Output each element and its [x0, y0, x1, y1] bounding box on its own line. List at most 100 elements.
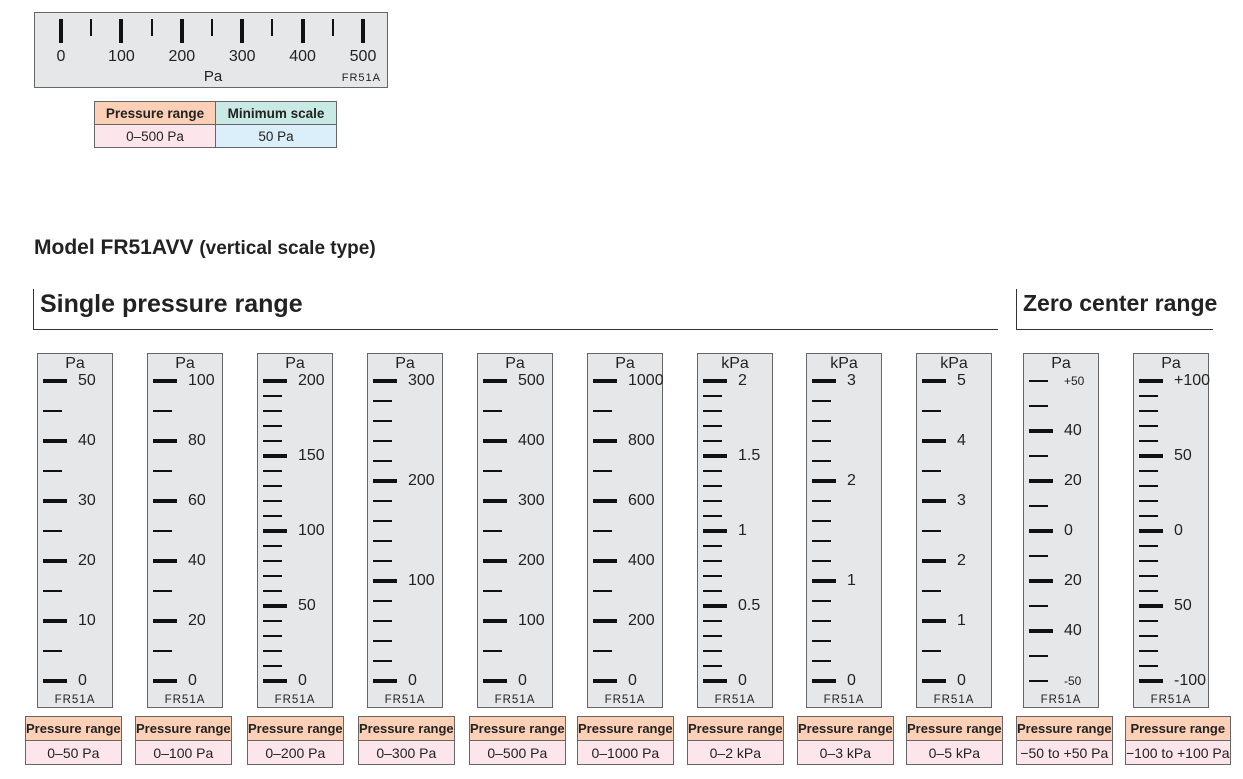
tick-label: 5	[957, 372, 966, 389]
tick-label: -100	[1174, 672, 1207, 689]
major-tick	[263, 379, 287, 383]
vertical-scale: Pa FR51A 200 150 100 50 0	[257, 353, 333, 708]
minor-tick	[922, 530, 941, 532]
minor-tick	[812, 520, 831, 522]
minor-tick	[703, 575, 722, 577]
tick-label: 40	[1064, 622, 1082, 639]
minor-tick	[812, 660, 831, 662]
model-title: Model FR51AVV (vertical scale type)	[34, 236, 376, 260]
minor-tick	[703, 650, 722, 652]
pressure-range-table: Pressure range 0–500 Pa	[469, 716, 566, 765]
tick-label: 0	[78, 672, 87, 689]
header-pressure-range: Pressure range	[135, 716, 232, 741]
major-tick	[1029, 529, 1053, 533]
header-pressure-range: Pressure range	[1016, 716, 1113, 741]
header-pressure-range: Pressure range	[25, 716, 122, 741]
major-tick	[703, 604, 727, 608]
tick-label: 1000	[628, 372, 664, 389]
tick-label: 50	[78, 372, 96, 389]
major-tick	[922, 679, 946, 683]
tick-label: 200	[298, 372, 325, 389]
minor-tick	[263, 410, 282, 412]
scale-unit: kPa	[940, 355, 968, 372]
minor-tick	[812, 640, 831, 642]
major-tick	[922, 619, 946, 623]
tick-label: 400	[518, 432, 545, 449]
vertical-scale: Pa FR51A +50 40 20 0 20 40 -50	[1023, 353, 1099, 708]
tick-label: 500	[349, 48, 377, 65]
minor-tick	[373, 460, 392, 462]
minor-tick	[263, 395, 282, 397]
header-pressure-range: Pressure range	[906, 716, 1003, 741]
pressure-range-table: Pressure range 0–200 Pa	[247, 716, 344, 765]
major-tick	[153, 439, 177, 443]
header-minimum-scale: Minimum scale	[215, 101, 337, 125]
minor-tick	[812, 420, 831, 422]
minor-tick	[703, 440, 722, 442]
major-tick	[43, 559, 67, 563]
minor-tick	[922, 650, 941, 652]
tick-label: 40	[188, 552, 206, 569]
major-tick	[1029, 680, 1048, 682]
major-tick	[153, 499, 177, 503]
scale-unit: Pa	[505, 355, 525, 372]
minor-tick	[483, 650, 502, 652]
tick-label: 100	[518, 612, 545, 629]
minor-tick	[43, 470, 62, 472]
tick-label: 0	[738, 672, 747, 689]
tick-label: 0	[518, 672, 527, 689]
pressure-range-value: 0–50 Pa	[25, 740, 122, 765]
minor-tick	[703, 470, 722, 472]
scale-model: FR51A	[494, 694, 536, 706]
minor-tick	[263, 590, 282, 592]
minor-tick	[1139, 440, 1158, 442]
scale-unit: kPa	[830, 355, 858, 372]
minor-tick	[1139, 500, 1158, 502]
scale-unit: Pa	[285, 355, 305, 372]
tick-label: 50	[1174, 447, 1192, 464]
minor-tick	[271, 19, 274, 36]
minor-tick	[1139, 590, 1158, 592]
tick-label: 500	[518, 372, 545, 389]
minor-tick	[812, 620, 831, 622]
scale-unit: Pa	[1051, 355, 1071, 372]
minor-tick	[812, 560, 831, 562]
header-pressure-range: Pressure range	[358, 716, 455, 741]
minor-tick	[1029, 555, 1048, 557]
tick-label: 1	[738, 522, 747, 539]
tick-label: 300	[228, 48, 256, 65]
major-tick	[922, 499, 946, 503]
minor-tick	[153, 650, 172, 652]
major-tick	[1139, 454, 1163, 458]
minor-tick	[43, 590, 62, 592]
pressure-range-table: Pressure range −50 to +50 Pa	[1016, 716, 1113, 765]
minor-tick	[263, 665, 282, 667]
minor-tick	[373, 560, 392, 562]
pressure-range-table: Pressure range −100 to +100 Pa	[1125, 716, 1231, 765]
tick-label: 2	[957, 552, 966, 569]
pressure-range-value: 0–200 Pa	[247, 740, 344, 765]
major-tick	[43, 679, 67, 683]
minor-tick	[703, 620, 722, 622]
major-tick	[43, 619, 67, 623]
tick-label: 40	[78, 432, 96, 449]
tick-label: 3	[957, 492, 966, 509]
tick-label: 1	[957, 612, 966, 629]
tick-label: 0	[1174, 522, 1183, 539]
major-tick	[812, 679, 836, 683]
tick-label: 1	[847, 572, 856, 589]
minor-tick	[263, 440, 282, 442]
minor-tick	[812, 600, 831, 602]
major-tick	[263, 604, 287, 608]
minor-tick	[812, 460, 831, 462]
major-tick	[119, 19, 124, 43]
minor-tick	[1139, 575, 1158, 577]
major-tick	[703, 679, 727, 683]
scale-unit: Pa	[65, 355, 85, 372]
major-tick	[179, 19, 184, 43]
tick-label: 400	[628, 552, 655, 569]
major-tick	[300, 19, 305, 43]
minor-tick	[263, 575, 282, 577]
major-tick	[483, 619, 507, 623]
pressure-range-value: 0–1000 Pa	[577, 740, 674, 765]
